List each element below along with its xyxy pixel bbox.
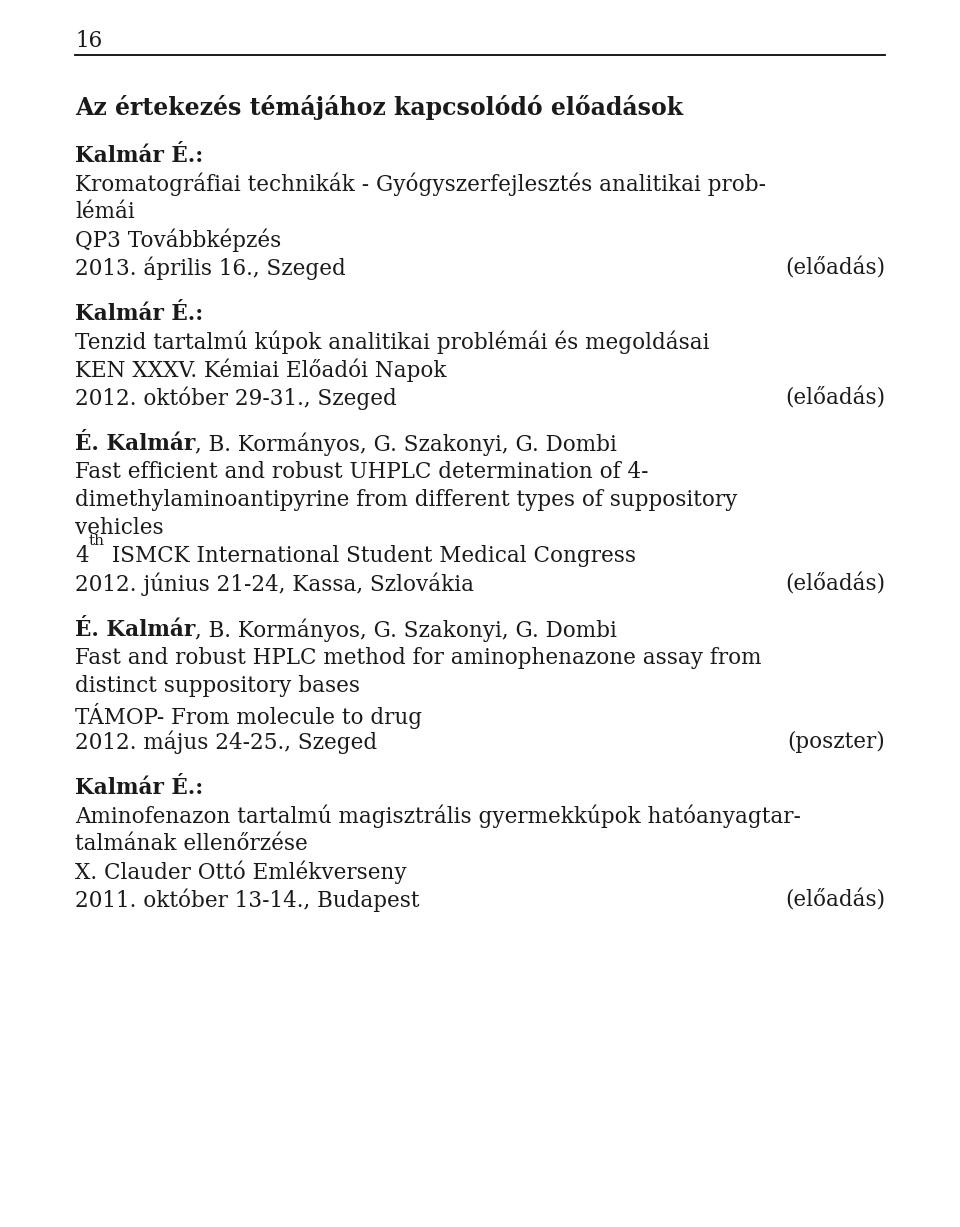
Text: dimethylaminoantipyrine from different types of suppository: dimethylaminoantipyrine from different t… (75, 490, 737, 510)
Text: vehicles: vehicles (75, 517, 163, 539)
Text: X. Clauder Ottó Emlékverseny: X. Clauder Ottó Emlékverseny (75, 861, 407, 885)
Text: 2012. június 21-24, Kassa, Szlovákia: 2012. június 21-24, Kassa, Szlovákia (75, 573, 474, 596)
Text: Fast and robust HPLC method for aminophenazone assay from: Fast and robust HPLC method for aminophe… (75, 647, 761, 669)
Text: Kalmár É.:: Kalmár É.: (75, 777, 204, 799)
Text: , B. Kormányos, G. Szakonyi, G. Dombi: , B. Kormányos, G. Szakonyi, G. Dombi (195, 618, 617, 643)
Text: (előadás): (előadás) (785, 387, 885, 409)
Text: 2012. május 24-25., Szeged: 2012. május 24-25., Szeged (75, 731, 377, 755)
Text: talmának ellenőrzése: talmának ellenőrzése (75, 833, 308, 855)
Text: Fast efficient and robust UHPLC determination of 4-: Fast efficient and robust UHPLC determin… (75, 461, 649, 483)
Text: (előadás): (előadás) (785, 256, 885, 279)
Text: (előadás): (előadás) (785, 573, 885, 595)
Text: TÁMOP- From molecule to drug: TÁMOP- From molecule to drug (75, 703, 422, 729)
Text: É. Kalmár: É. Kalmár (75, 433, 195, 455)
Text: 2012. október 29-31., Szeged: 2012. október 29-31., Szeged (75, 387, 396, 411)
Text: (előadás): (előadás) (785, 890, 885, 910)
Text: , B. Kormányos, G. Szakonyi, G. Dombi: , B. Kormányos, G. Szakonyi, G. Dombi (195, 433, 617, 456)
Text: Kromatográfiai technikák - Gyógyszerfejlesztés analitikai prob-: Kromatográfiai technikák - Gyógyszerfejl… (75, 173, 766, 196)
Text: KEN XXXV. Kémiai Előadói Napok: KEN XXXV. Kémiai Előadói Napok (75, 360, 446, 383)
Text: (poszter): (poszter) (787, 731, 885, 753)
Text: Tenzid tartalmú kúpok analitikai problémái és megoldásai: Tenzid tartalmú kúpok analitikai problém… (75, 331, 709, 355)
Text: 2013. április 16., Szeged: 2013. április 16., Szeged (75, 256, 346, 281)
Text: lémái: lémái (75, 201, 134, 223)
Text: Aminofenazon tartalmú magisztrális gyermekkúpok hatóanyagtar-: Aminofenazon tartalmú magisztrális gyerm… (75, 805, 801, 828)
Text: QP3 Továbbképzés: QP3 Továbbképzés (75, 229, 281, 253)
Text: th: th (88, 535, 105, 548)
Text: Az értekezés témájához kapcsolódó előadások: Az értekezés témájához kapcsolódó előadá… (75, 94, 684, 120)
Text: 2011. október 13-14., Budapest: 2011. október 13-14., Budapest (75, 890, 420, 913)
Text: Kalmár É.:: Kalmár É.: (75, 145, 204, 167)
Text: É. Kalmár: É. Kalmár (75, 618, 195, 640)
Text: distinct suppository bases: distinct suppository bases (75, 675, 360, 697)
Text: 16: 16 (75, 29, 103, 52)
Text: ISMCK International Student Medical Congress: ISMCK International Student Medical Cong… (105, 545, 636, 567)
Text: 4: 4 (75, 545, 88, 567)
Text: Kalmár É.:: Kalmár É.: (75, 303, 204, 325)
